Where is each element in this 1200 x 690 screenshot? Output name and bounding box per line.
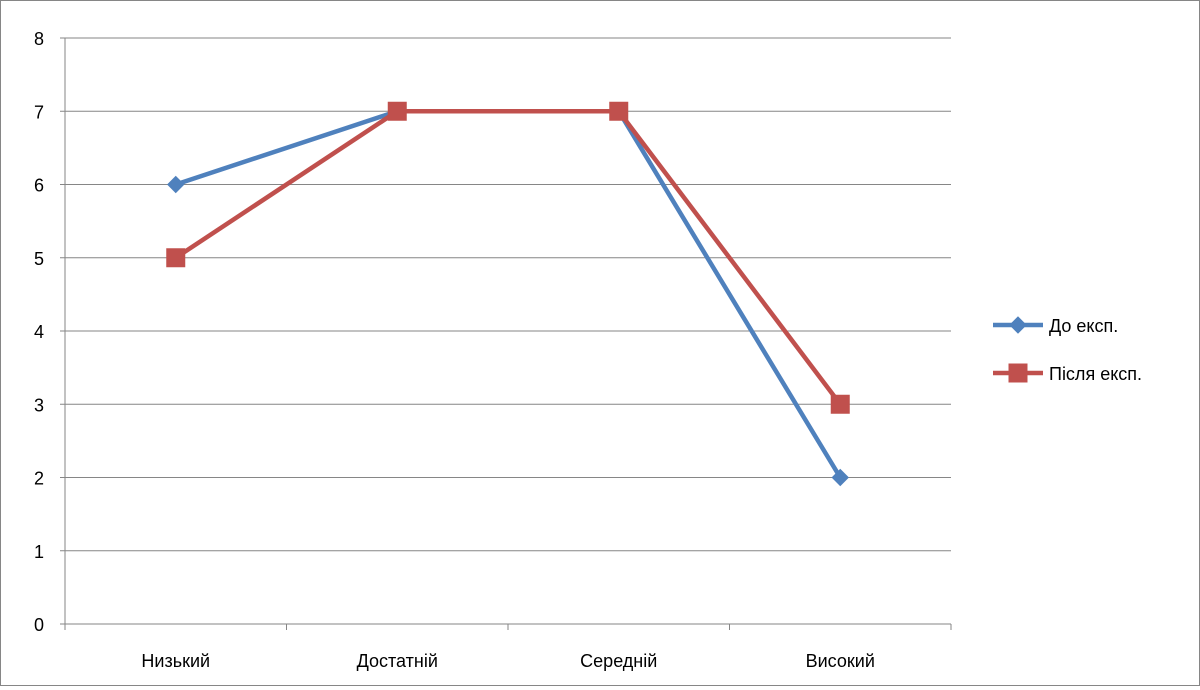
series-line-1 [174, 109, 843, 406]
y-tick-label-2: 2 [34, 469, 44, 489]
x-tick-label-0: Низький [141, 651, 210, 671]
legend-label-0: До експ. [1049, 316, 1118, 336]
x-tick-label-2: Середній [580, 651, 657, 671]
series-line-0 [175, 109, 843, 479]
legend-marker-0 [1009, 316, 1027, 334]
y-tick-label-1: 1 [34, 542, 44, 562]
y-tick-label-7: 7 [34, 102, 44, 122]
series-1-point-3 [830, 394, 850, 414]
series-group [166, 101, 850, 487]
series-0-point-0 [167, 175, 185, 194]
legend: До експ. Після експ. [993, 316, 1142, 384]
x-axis-tick-labels: Низький Достатній Середній Високий [141, 651, 874, 671]
x-tick-label-1: Достатній [357, 651, 438, 671]
y-tick-label-6: 6 [34, 176, 44, 196]
y-tick-label-3: 3 [34, 395, 44, 415]
y-tick-label-5: 5 [34, 249, 44, 269]
legend-label-1: Після експ. [1049, 364, 1142, 384]
y-tick-label-8: 8 [34, 29, 44, 49]
x-tick-label-3: Високий [806, 651, 875, 671]
legend-marker-1 [1008, 363, 1028, 383]
series-1-point-1 [387, 101, 407, 121]
y-axis-tick-labels: 0 1 2 3 4 5 6 7 8 [34, 29, 44, 635]
axes [60, 37, 952, 630]
series-0-point-3 [831, 468, 849, 487]
y-tick-label-4: 4 [34, 322, 44, 342]
gridlines [65, 37, 951, 552]
y-tick-label-0: 0 [34, 615, 44, 635]
series-1-point-2 [609, 101, 629, 121]
series-1-point-0 [166, 248, 186, 268]
